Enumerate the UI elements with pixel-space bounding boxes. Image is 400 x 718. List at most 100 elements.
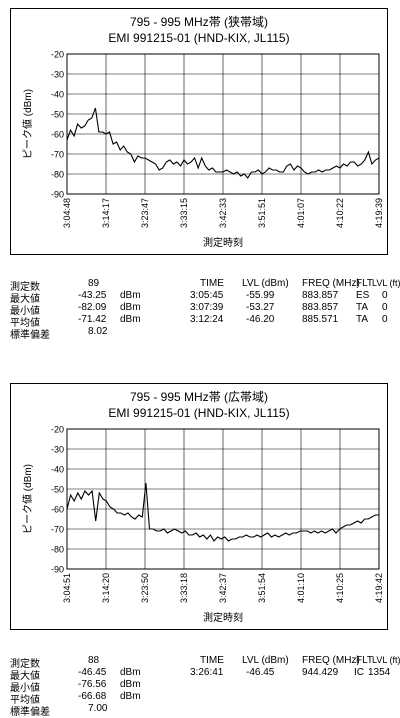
table-cell-level: -46.45 (246, 667, 275, 678)
x-tick-label: 3:04:51 (62, 573, 72, 603)
min-unit: dBm (120, 302, 141, 313)
table-cell-flt: ES (356, 290, 370, 301)
std-value: 7.00 (88, 703, 108, 714)
table-cell-flt: TA (356, 302, 369, 313)
avg-label: 平均値 (10, 695, 40, 706)
max-unit: dBm (120, 290, 141, 301)
y-tick-label: -80 (51, 170, 64, 180)
table-cell-level: -55.99 (246, 290, 275, 301)
y-tick-label: -60 (51, 130, 64, 140)
x-tick-label: 3:04:48 (62, 198, 72, 228)
table-header-time: TIME (200, 278, 224, 289)
table-cell-freq: 883.857 (302, 302, 339, 313)
x-tick-label: 4:19:39 (374, 198, 384, 228)
table-cell-level: -46.20 (246, 314, 275, 325)
avg-unit: dBm (120, 314, 141, 325)
avg-value: -66.68 (78, 691, 107, 702)
count-label: 測定数 (10, 282, 40, 293)
plot-frame (66, 428, 380, 570)
data-series-line (66, 482, 379, 542)
table-header-freq: FREQ (MHz) (302, 278, 360, 289)
table-cell-level: -53.27 (246, 302, 275, 313)
table-cell-freq: 885.571 (302, 314, 339, 325)
std-label: 標準偏差 (10, 707, 50, 718)
table-header-level: LVL (dBm) (242, 655, 289, 666)
y-tick-label: -40 (51, 90, 64, 100)
chart-title: 795 - 995 MHz帯 (広帯域) (129, 390, 269, 404)
table-cell-freq: 883.857 (302, 290, 339, 301)
table-cell-flt: TA (356, 314, 369, 325)
line-chart-narrowband: -20 -30 -40 -50 -60 -70 -80 -903:04:48 3:14:17 3:… (21, 50, 384, 250)
x-tick-label: 4:01:07 (296, 198, 306, 228)
table-cell-alt: 0 (382, 290, 388, 301)
y-axis-label: ピーク値 (dBm) (21, 89, 34, 159)
std-label: 標準偏差 (10, 330, 50, 341)
table-cell-time: 3:12:24 (190, 314, 224, 325)
min-label: 最小値 (10, 683, 40, 694)
chart-panel-narrowband: 795 - 995 MHz帯 (狭帯域) EMI 991215-01 (HND-… (10, 8, 388, 255)
x-tick-label: 3:23:47 (140, 198, 150, 228)
chart-subtitle: EMI 991215-01 (HND-KIX, JL115) (108, 406, 290, 420)
x-tick-label: 3:33:15 (179, 198, 189, 228)
table-header-alt: LVL (ft) (372, 278, 400, 288)
y-tick-label: -20 (51, 425, 64, 435)
table-cell-time: 3:26:41 (190, 667, 224, 678)
chart-title: 795 - 995 MHz帯 (狭帯域) (129, 15, 269, 29)
y-tick-label: -50 (51, 485, 64, 495)
x-axis-label: 測定時刻 (203, 236, 243, 249)
y-tick-label: -90 (51, 190, 64, 200)
data-series-line (66, 107, 380, 179)
max-value: -46.45 (78, 667, 107, 678)
table-cell-freq: 944.429 (302, 667, 339, 678)
x-axis-label: 測定時刻 (203, 611, 243, 624)
x-tick-label: 4:10:25 (335, 573, 345, 603)
avg-unit: dBm (120, 691, 141, 702)
x-tick-label: 4:19:42 (374, 573, 384, 603)
table-cell-alt: 0 (382, 314, 388, 325)
x-tick-label: 3:14:20 (101, 573, 111, 603)
y-tick-label: -60 (51, 505, 64, 515)
count-value: 89 (88, 278, 100, 289)
y-tick-label: -30 (51, 70, 64, 80)
line-chart-wideband: -20 -30 -40 -50 -60 -70 -80 -903:04:51 3:14:20 3:… (21, 425, 384, 625)
y-tick-label: -40 (51, 465, 64, 475)
table-cell-flt: IC (354, 667, 364, 678)
y-tick-label: -70 (51, 525, 64, 535)
x-tick-label: 3:51:54 (257, 573, 267, 603)
max-unit: dBm (120, 667, 141, 678)
min-value: -82.09 (78, 302, 107, 313)
x-tick-label: 4:01:10 (296, 573, 306, 603)
y-axis-label: ピーク値 (dBm) (21, 464, 34, 534)
table-cell-alt: 0 (382, 302, 388, 313)
x-tick-label: 4:10:22 (335, 198, 345, 228)
x-tick-label: 3:42:37 (218, 573, 228, 603)
table-header-level: LVL (dBm) (242, 278, 289, 289)
y-tick-label: -30 (51, 445, 64, 455)
min-value: -76.56 (78, 679, 107, 690)
table-header-time: TIME (200, 655, 224, 666)
max-label: 最大値 (10, 294, 40, 305)
y-tick-label: -90 (51, 565, 64, 575)
table-header-alt: LVL (ft) (372, 655, 400, 665)
table-cell-alt: 1354 (368, 667, 391, 678)
x-tick-label: 3:51:51 (257, 198, 267, 228)
max-value: -43.25 (78, 290, 107, 301)
table-header-freq: FREQ (MHz) (302, 655, 360, 666)
y-tick-label: -50 (51, 110, 64, 120)
table-header-flt: FLT (356, 278, 374, 289)
x-tick-label: 3:33:18 (179, 573, 189, 603)
table-cell-time: 3:05:45 (190, 290, 224, 301)
table-cell-time: 3:07:39 (190, 302, 224, 313)
x-tick-label: 3:14:17 (101, 198, 111, 228)
min-label: 最小値 (10, 306, 40, 317)
chart-panel-wideband: 795 - 995 MHz帯 (広帯域) EMI 991215-01 (HND-… (10, 383, 388, 630)
max-label: 最大値 (10, 671, 40, 682)
count-label: 測定数 (10, 659, 40, 670)
avg-label: 平均値 (10, 318, 40, 329)
min-unit: dBm (120, 679, 141, 690)
x-tick-label: 3:23:50 (140, 573, 150, 603)
count-value: 88 (88, 655, 100, 666)
std-value: 8.02 (88, 326, 108, 337)
table-header-flt: FLT (356, 655, 374, 666)
chart-subtitle: EMI 991215-01 (HND-KIX, JL115) (108, 31, 290, 45)
